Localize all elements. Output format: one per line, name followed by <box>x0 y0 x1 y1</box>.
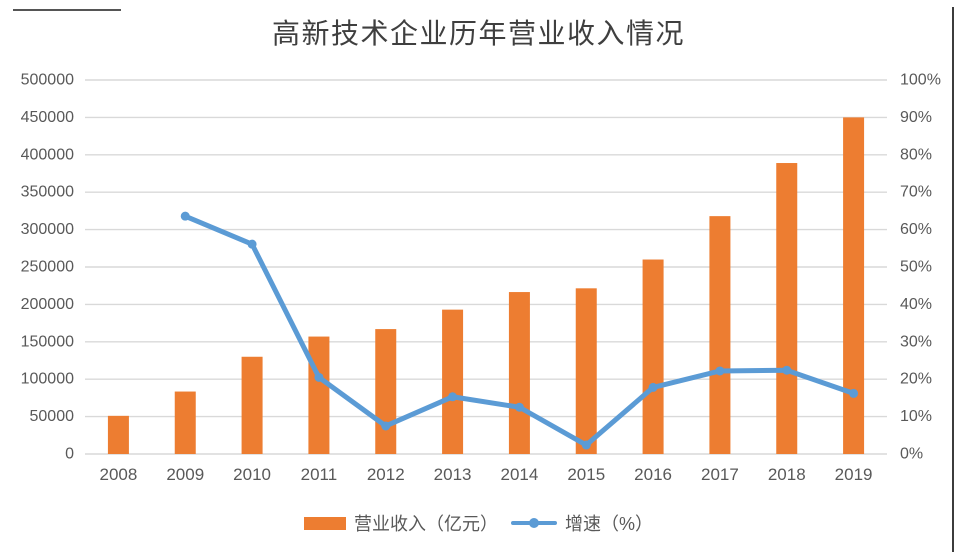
growth-point-marker <box>782 365 792 375</box>
right-axis-tick-label: 80% <box>900 146 932 163</box>
left-axis-tick-label: 450000 <box>21 109 74 126</box>
growth-point-marker <box>648 382 658 392</box>
right-axis-tick-label: 100% <box>900 72 941 89</box>
bar-2017 <box>709 216 731 454</box>
x-axis-tick-label: 2011 <box>301 465 338 484</box>
right-axis-tick-label: 0% <box>900 446 923 463</box>
right-axis-tick-label: 20% <box>900 371 932 388</box>
chart-title: 高新技术企业历年营业收入情况 <box>271 19 685 50</box>
bar-2009 <box>174 391 196 454</box>
growth-point-marker <box>448 392 458 402</box>
left-axis-tick-label: 0 <box>65 446 74 463</box>
legend-label-growth: 增速（%） <box>564 514 653 534</box>
legend-swatch-revenue-icon <box>303 516 346 530</box>
x-axis-tick-label: 2017 <box>701 465 739 484</box>
x-axis-tick-label: 2018 <box>768 465 806 484</box>
right-axis-tick-label: 40% <box>900 296 932 313</box>
left-axis-tick-label: 250000 <box>21 259 74 276</box>
legend-item-growth: 增速（%） <box>510 510 653 536</box>
legend-line-growth-icon <box>510 518 557 528</box>
right-axis-tick-label: 30% <box>900 333 932 350</box>
right-axis-tick-label: 70% <box>900 184 932 201</box>
x-axis-tick-label: 2008 <box>100 465 138 484</box>
x-axis-tick-label: 2013 <box>434 465 472 484</box>
x-axis-tick-label: 2010 <box>233 465 271 484</box>
growth-point-marker <box>314 372 324 382</box>
x-axis-tick-label: 2012 <box>367 465 405 484</box>
bar-2008 <box>107 415 129 454</box>
legend-item-revenue: 营业收入（亿元） <box>303 510 498 536</box>
right-axis-tick-label: 90% <box>900 109 932 126</box>
x-axis-tick-label: 2019 <box>835 465 873 484</box>
left-axis-tick-label: 500000 <box>21 72 74 89</box>
right-border-line <box>952 7 954 552</box>
left-axis-tick-label: 350000 <box>21 184 74 201</box>
growth-point-marker <box>381 421 391 431</box>
chart-legend: 营业收入（亿元） 增速（%） <box>0 507 957 539</box>
right-axis-tick-label: 60% <box>900 221 932 238</box>
top-border-line <box>13 9 121 11</box>
bar-2014 <box>508 292 530 454</box>
growth-point-marker <box>180 211 190 221</box>
left-axis-tick-label: 300000 <box>21 221 74 238</box>
left-axis-tick-label: 150000 <box>21 333 74 350</box>
right-axis-tick-label: 50% <box>900 259 932 276</box>
left-axis-tick-label: 400000 <box>21 146 74 163</box>
x-axis-tick-label: 2009 <box>166 465 204 484</box>
growth-point-marker <box>247 239 257 249</box>
growth-point-marker <box>715 366 725 376</box>
bar-2012 <box>375 329 397 454</box>
bar-2015 <box>575 288 597 454</box>
x-axis-tick-label: 2015 <box>567 465 605 484</box>
bar-2016 <box>642 259 664 454</box>
right-axis-tick-label: 10% <box>900 408 932 425</box>
growth-point-marker <box>581 440 591 450</box>
legend-label-revenue: 营业收入（亿元） <box>353 514 498 534</box>
left-axis-tick-label: 100000 <box>21 371 74 388</box>
x-axis-tick-label: 2014 <box>501 465 539 484</box>
bar-2018 <box>776 163 798 454</box>
growth-point-marker <box>849 388 859 398</box>
left-axis-tick-label: 50000 <box>30 408 75 425</box>
bar-2013 <box>442 309 464 454</box>
bar-2019 <box>843 117 865 455</box>
left-axis-tick-label: 200000 <box>21 296 74 313</box>
bar-2011 <box>308 336 330 454</box>
bar-2010 <box>241 356 263 454</box>
growth-point-marker <box>514 402 524 412</box>
x-axis-tick-label: 2016 <box>634 465 672 484</box>
